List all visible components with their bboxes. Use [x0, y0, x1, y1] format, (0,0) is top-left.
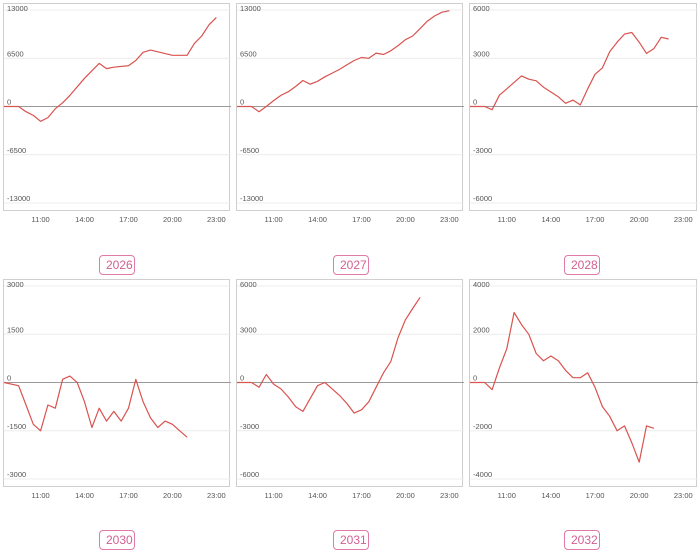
x-tick-label: 17:00 — [352, 491, 371, 500]
year-badge[interactable]: 2026 — [99, 255, 135, 275]
y-tick-label: 3000 — [7, 280, 24, 289]
x-tick-label: 23:00 — [674, 491, 693, 500]
y-tick-label: 4000 — [473, 280, 490, 289]
y-tick-label: -13000 — [7, 194, 30, 203]
x-tick-label: 11:00 — [265, 215, 283, 224]
x-tick-label: 14:00 — [308, 491, 327, 500]
series-line — [470, 31, 669, 111]
x-tick-label: 20:00 — [396, 491, 415, 500]
y-tick-label: 0 — [240, 374, 244, 383]
y-tick-label: 0 — [473, 98, 477, 107]
line-chart: 13000 6500 0 -6500 -13000 11:00 14:00 17:00 20:0… — [237, 4, 464, 224]
line-chart: 4000 2000 0 -2000 -4000 11:00 14:00 17:00 20:00 2… — [470, 280, 698, 500]
chart-frame: 13000 6500 0 -6500 -13000 11:00 14:00 17:00 20:0… — [236, 3, 464, 224]
x-tick-label: 14:00 — [308, 215, 327, 224]
x-tick-label: 14:00 — [75, 215, 94, 224]
x-tick-label: 11:00 — [32, 491, 50, 500]
y-tick-label: 3000 — [240, 325, 257, 334]
y-tick-label: -1500 — [7, 422, 26, 431]
y-tick-label: -6500 — [7, 146, 26, 155]
y-tick-label: 13000 — [7, 4, 28, 13]
y-tick-label: 0 — [7, 374, 11, 383]
x-tick-label: 17:00 — [119, 491, 138, 500]
series-line — [470, 311, 655, 463]
y-tick-label: -4000 — [473, 470, 492, 479]
x-tick-label: 14:00 — [542, 491, 561, 500]
x-tick-label: 17:00 — [352, 215, 371, 224]
year-badge[interactable]: 2031 — [333, 530, 369, 550]
x-tick-label: 11:00 — [498, 491, 516, 500]
x-tick-label: 23:00 — [207, 491, 226, 500]
y-tick-label: -6000 — [473, 194, 492, 203]
x-tick-label: 14:00 — [542, 215, 561, 224]
line-chart: 6000 3000 0 -3000 -6000 11:00 14:00 17:00 20:00 2… — [470, 4, 698, 224]
x-tick-label: 23:00 — [207, 215, 226, 224]
x-tick-label: 23:00 — [674, 215, 693, 224]
x-tick-label: 23:00 — [440, 491, 459, 500]
chart-frame: 13000 6500 0 -6500 -13000 11:00 14:00 17:00 20:0… — [3, 3, 231, 224]
y-tick-label: 6000 — [473, 4, 490, 13]
y-tick-label: 13000 — [240, 4, 261, 13]
x-tick-label: 14:00 — [75, 491, 94, 500]
y-tick-label: 1500 — [7, 325, 24, 334]
series-line — [4, 16, 217, 122]
x-tick-label: 20:00 — [396, 215, 415, 224]
chart-frame: 6000 3000 0 -3000 -6000 11:00 14:00 17:00 20:00 2… — [469, 3, 698, 224]
line-chart: 3000 1500 0 -1500 -3000 11:00 14:00 17:00 20:00 2… — [3, 280, 231, 500]
year-badge[interactable]: 2032 — [564, 530, 600, 550]
x-tick-label: 17:00 — [119, 215, 138, 224]
y-tick-label: 2000 — [473, 325, 490, 334]
y-tick-label: -6000 — [240, 470, 259, 479]
year-badge[interactable]: 2027 — [333, 255, 369, 275]
series-line — [3, 375, 188, 438]
x-tick-label: 17:00 — [586, 215, 605, 224]
y-tick-label: -2000 — [473, 422, 492, 431]
y-tick-label: 6500 — [240, 49, 257, 58]
chart-frame: 4000 2000 0 -2000 -4000 11:00 14:00 17:00 20:00 2… — [469, 279, 698, 500]
chart-frame: 6000 3000 0 -3000 -6000 11:00 14:00 17:00 20:00 2… — [236, 279, 464, 500]
series-line — [237, 10, 450, 113]
x-tick-label: 20:00 — [163, 491, 182, 500]
y-tick-label: 6500 — [7, 49, 24, 58]
year-badge[interactable]: 2030 — [99, 530, 135, 550]
x-tick-label: 20:00 — [163, 215, 182, 224]
x-tick-label: 20:00 — [630, 215, 649, 224]
chart-frame: 3000 1500 0 -1500 -3000 11:00 14:00 17:00 20:00 2… — [3, 279, 231, 500]
y-tick-label: -6500 — [240, 146, 259, 155]
y-tick-label: -3000 — [240, 422, 259, 431]
year-badge[interactable]: 2028 — [564, 255, 600, 275]
x-tick-label: 11:00 — [32, 215, 50, 224]
line-chart: 13000 6500 0 -6500 -13000 11:00 14:00 17:00 20:0… — [4, 4, 231, 224]
series-line — [237, 296, 421, 414]
line-chart: 6000 3000 0 -3000 -6000 11:00 14:00 17:00 20:00 2… — [237, 280, 464, 500]
y-tick-label: 3000 — [473, 49, 490, 58]
y-tick-label: -13000 — [240, 194, 263, 203]
x-tick-label: 11:00 — [265, 491, 283, 500]
x-tick-label: 17:00 — [586, 491, 605, 500]
y-tick-label: 0 — [240, 98, 244, 107]
y-tick-label: 0 — [473, 374, 477, 383]
x-tick-label: 11:00 — [498, 215, 516, 224]
y-tick-label: 6000 — [240, 280, 257, 289]
y-tick-label: -3000 — [7, 470, 26, 479]
x-tick-label: 23:00 — [440, 215, 459, 224]
y-tick-label: 0 — [7, 98, 11, 107]
y-tick-label: -3000 — [473, 146, 492, 155]
x-tick-label: 20:00 — [630, 491, 649, 500]
